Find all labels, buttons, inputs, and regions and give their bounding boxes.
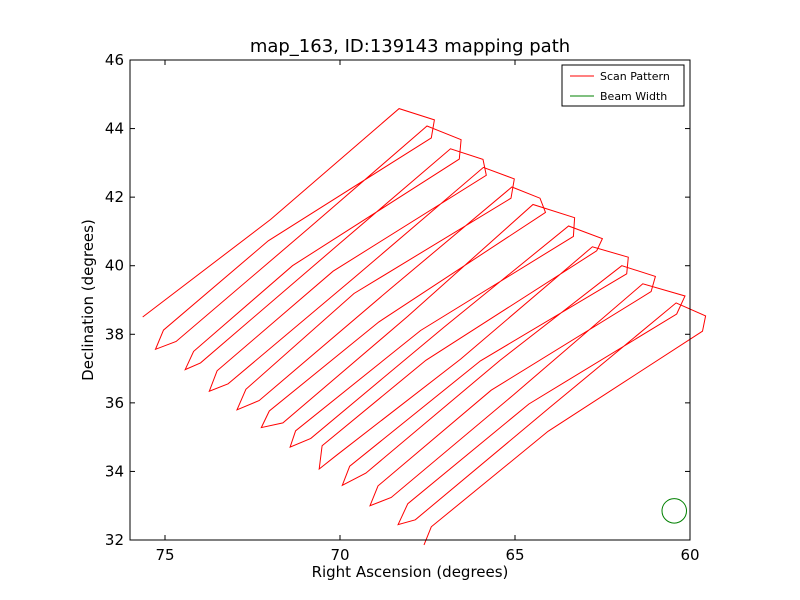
legend-label-beam-width: Beam Width bbox=[600, 90, 667, 103]
y-tick-label: 34 bbox=[105, 462, 124, 480]
y-axis-ticks: 32 34 36 38 40 42 44 46 bbox=[105, 51, 690, 549]
y-tick-label: 42 bbox=[105, 188, 124, 206]
y-tick-label: 46 bbox=[105, 51, 124, 69]
x-tick-label: 60 bbox=[680, 546, 699, 564]
scan-pattern-layer bbox=[142, 108, 707, 546]
y-tick-label: 40 bbox=[105, 257, 124, 275]
beam-width-circle bbox=[661, 498, 687, 524]
legend: Scan Pattern Beam Width bbox=[561, 64, 685, 107]
y-tick-label: 36 bbox=[105, 394, 124, 412]
chart-title: map_163, ID:139143 mapping path bbox=[250, 36, 570, 57]
x-tick-label: 65 bbox=[505, 546, 524, 564]
plot-area: 75 70 65 60 32 34 36 38 40 42 44 46 bbox=[105, 51, 707, 564]
plot-background bbox=[130, 60, 690, 540]
x-axis-ticks: 75 70 65 60 bbox=[155, 60, 700, 564]
y-tick-label: 32 bbox=[105, 531, 124, 549]
beam-width-layer bbox=[661, 498, 687, 524]
x-tick-label: 75 bbox=[155, 546, 174, 564]
legend-box bbox=[561, 64, 685, 107]
x-tick-label: 70 bbox=[330, 546, 349, 564]
y-tick-label: 38 bbox=[105, 325, 124, 343]
legend-label-scan-pattern: Scan Pattern bbox=[600, 70, 670, 83]
scan-pattern-line bbox=[142, 108, 707, 546]
x-axis-label: Right Ascension (degrees) bbox=[312, 563, 509, 581]
y-axis-label: Declination (degrees) bbox=[79, 219, 97, 381]
plot-frame bbox=[129, 59, 691, 541]
y-tick-label: 44 bbox=[105, 120, 124, 138]
